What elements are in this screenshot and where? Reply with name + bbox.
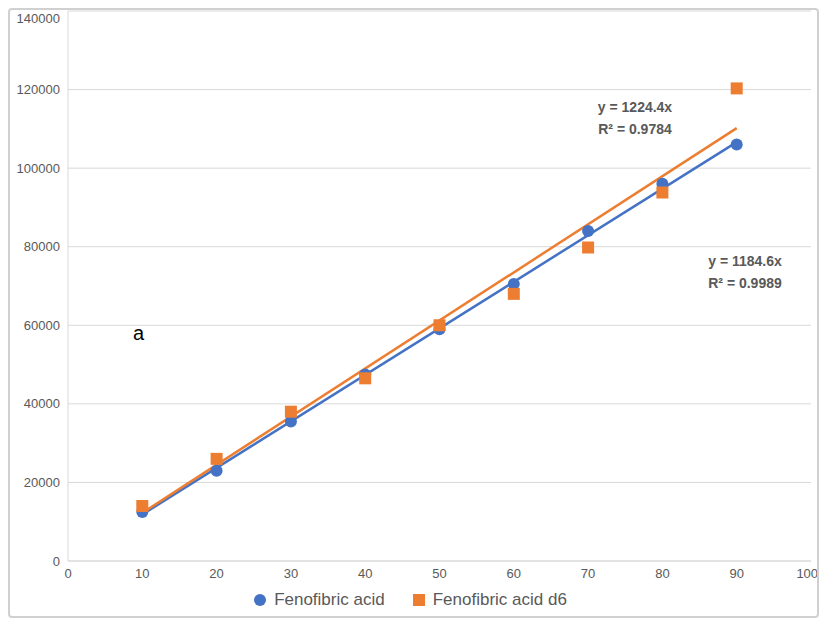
svg-text:10: 10	[135, 566, 149, 581]
svg-text:40: 40	[358, 566, 372, 581]
html-text:R² = 0.9989: R² = 0.9989	[708, 275, 782, 291]
svg-text:60: 60	[507, 566, 521, 581]
svg-text:60000: 60000	[24, 318, 60, 333]
svg-text:20: 20	[209, 566, 223, 581]
html-text:y = 1224.4x: y = 1224.4x	[597, 99, 673, 115]
svg-text:70: 70	[581, 566, 595, 581]
html-text:a: a	[133, 322, 145, 344]
svg-text:0: 0	[53, 554, 60, 569]
html-text:Fenofibric acid d6: Fenofibric acid d6	[432, 590, 567, 609]
svg-text:100000: 100000	[17, 161, 60, 176]
html-text:Fenofibric acid: Fenofibric acid	[274, 590, 385, 609]
svg-text:80000: 80000	[24, 239, 60, 254]
html-text:y = 1184.6x: y = 1184.6x	[708, 253, 782, 269]
svg-text:20000: 20000	[24, 475, 60, 490]
svg-text:90: 90	[729, 566, 743, 581]
svg-text:40000: 40000	[24, 396, 60, 411]
svg-text:0: 0	[64, 566, 71, 581]
svg-text:140000: 140000	[17, 11, 60, 26]
html-text:R² = 0.9784: R² = 0.9784	[598, 121, 672, 137]
svg-text:30: 30	[284, 566, 298, 581]
svg-text:80: 80	[655, 566, 669, 581]
svg-text:100: 100	[796, 566, 817, 581]
svg-text:50: 50	[432, 566, 446, 581]
svg-text:120000: 120000	[17, 82, 60, 97]
